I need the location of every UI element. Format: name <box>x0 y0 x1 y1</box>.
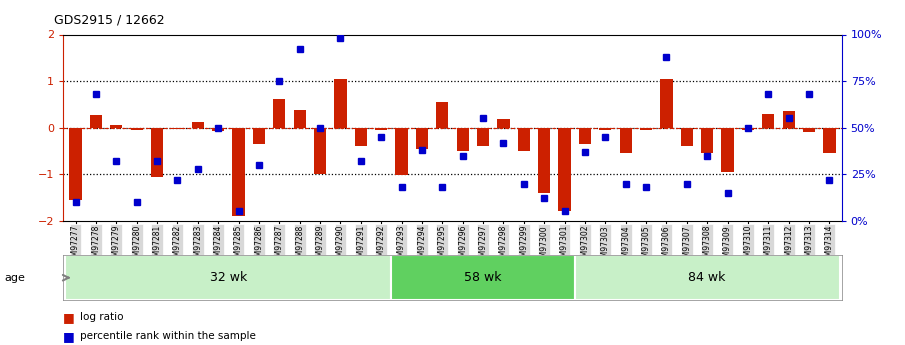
Bar <box>721 128 734 172</box>
Bar <box>498 119 510 128</box>
Bar <box>640 128 653 130</box>
Bar <box>783 111 795 128</box>
Bar <box>192 122 204 128</box>
Bar <box>171 128 184 129</box>
Bar <box>436 102 448 128</box>
Bar <box>90 115 102 128</box>
Bar <box>70 128 81 200</box>
Bar <box>212 128 224 131</box>
Bar <box>575 255 840 300</box>
Bar <box>518 128 530 151</box>
Bar <box>314 128 326 174</box>
Text: 32 wk: 32 wk <box>210 271 247 284</box>
Bar <box>334 79 347 128</box>
Bar <box>762 114 775 128</box>
Bar <box>233 128 244 216</box>
Bar <box>661 79 672 128</box>
Bar <box>579 128 591 144</box>
Bar <box>538 128 550 193</box>
Bar <box>457 128 469 151</box>
Bar <box>355 128 367 146</box>
Text: percentile rank within the sample: percentile rank within the sample <box>80 332 255 341</box>
Bar <box>395 128 407 175</box>
Bar <box>110 125 122 128</box>
Text: ■: ■ <box>63 311 75 324</box>
Text: 84 wk: 84 wk <box>689 271 726 284</box>
Bar <box>375 128 387 130</box>
Bar <box>273 99 285 128</box>
Bar <box>701 128 713 153</box>
Bar <box>558 128 571 211</box>
Bar <box>803 128 815 132</box>
Bar <box>391 255 575 300</box>
Bar <box>477 128 490 146</box>
Text: log ratio: log ratio <box>80 313 123 322</box>
Bar <box>151 128 163 177</box>
Bar <box>824 128 835 153</box>
Bar <box>65 255 391 300</box>
Text: age: age <box>5 273 25 283</box>
Bar <box>681 128 693 146</box>
Text: GDS2915 / 12662: GDS2915 / 12662 <box>54 14 165 27</box>
Text: ■: ■ <box>63 330 75 343</box>
Bar <box>130 128 143 130</box>
Bar <box>599 128 612 130</box>
Text: 58 wk: 58 wk <box>464 271 501 284</box>
Bar <box>293 110 306 128</box>
Bar <box>252 128 265 144</box>
Bar <box>742 128 754 130</box>
Bar <box>415 128 428 149</box>
Bar <box>620 128 632 153</box>
